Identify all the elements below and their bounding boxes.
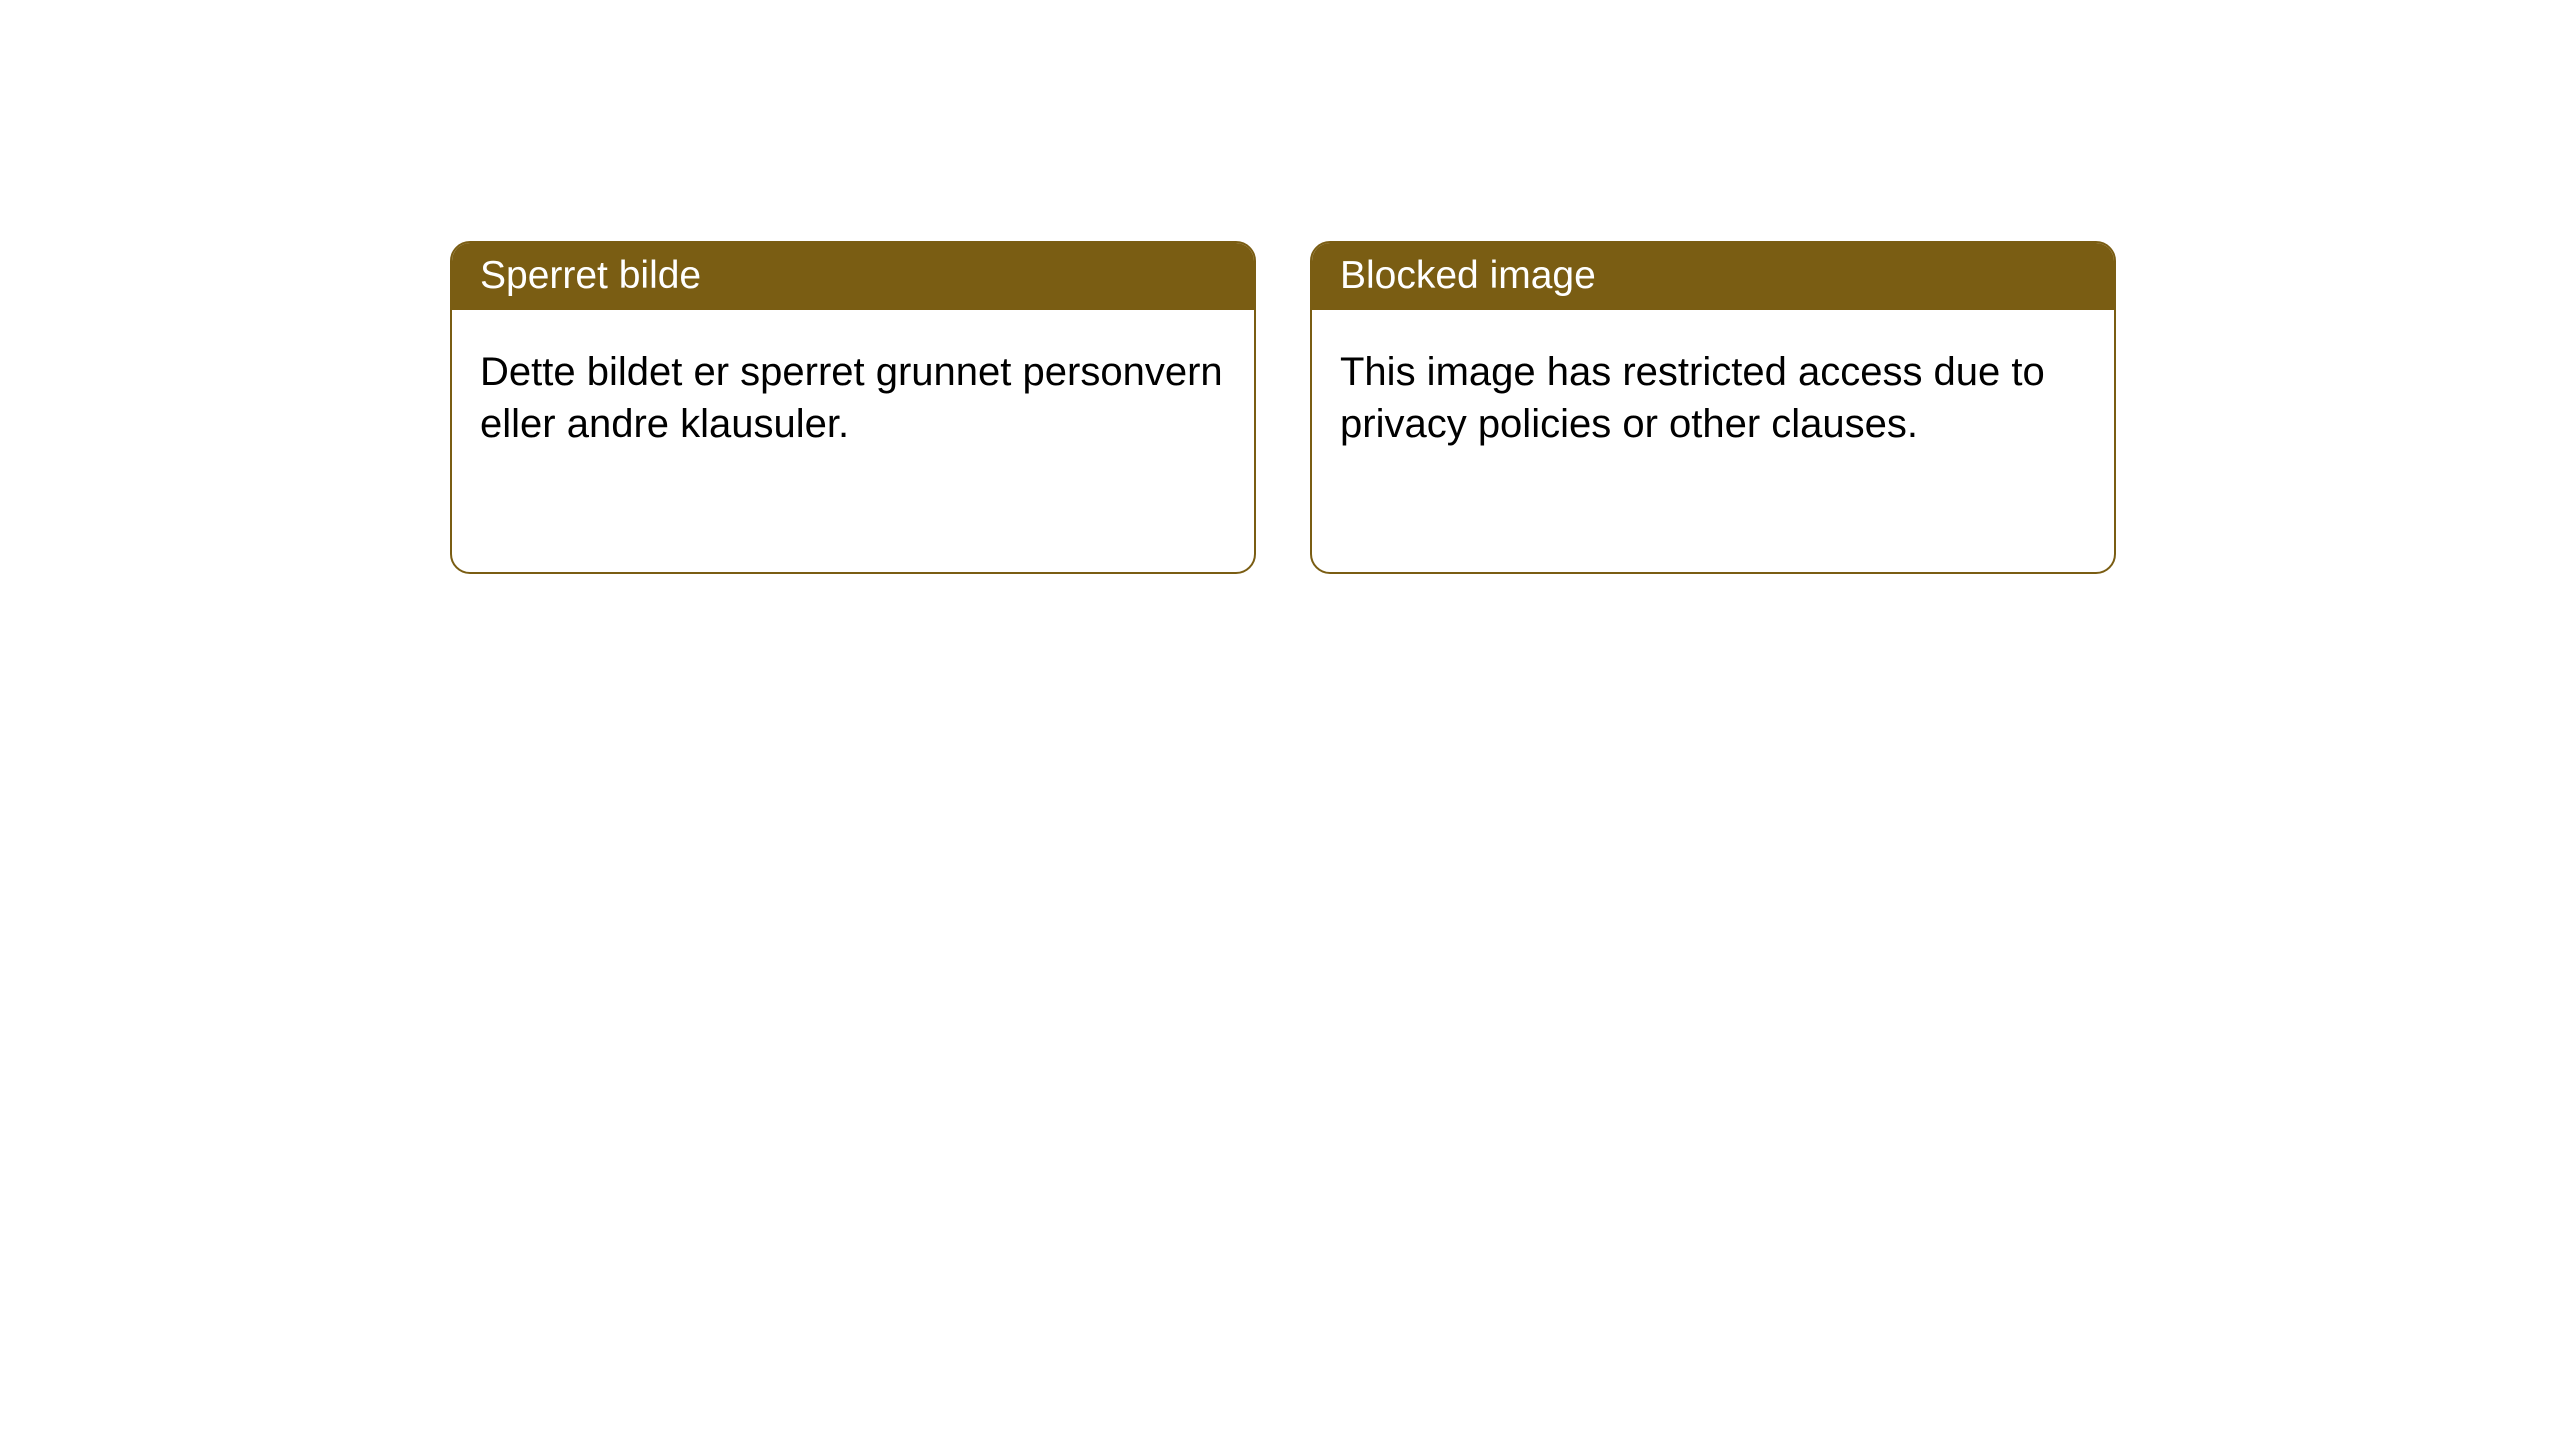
notice-container: Sperret bilde Dette bildet er sperret gr… <box>450 241 2116 574</box>
notice-header: Sperret bilde <box>452 243 1254 310</box>
notice-body: This image has restricted access due to … <box>1312 310 2114 486</box>
notice-card-english: Blocked image This image has restricted … <box>1310 241 2116 574</box>
notice-title: Sperret bilde <box>480 254 701 297</box>
notice-card-norwegian: Sperret bilde Dette bildet er sperret gr… <box>450 241 1256 574</box>
notice-text: Dette bildet er sperret grunnet personve… <box>480 350 1223 446</box>
notice-text: This image has restricted access due to … <box>1340 350 2045 446</box>
notice-header: Blocked image <box>1312 243 2114 310</box>
notice-body: Dette bildet er sperret grunnet personve… <box>452 310 1254 486</box>
notice-title: Blocked image <box>1340 254 1596 297</box>
